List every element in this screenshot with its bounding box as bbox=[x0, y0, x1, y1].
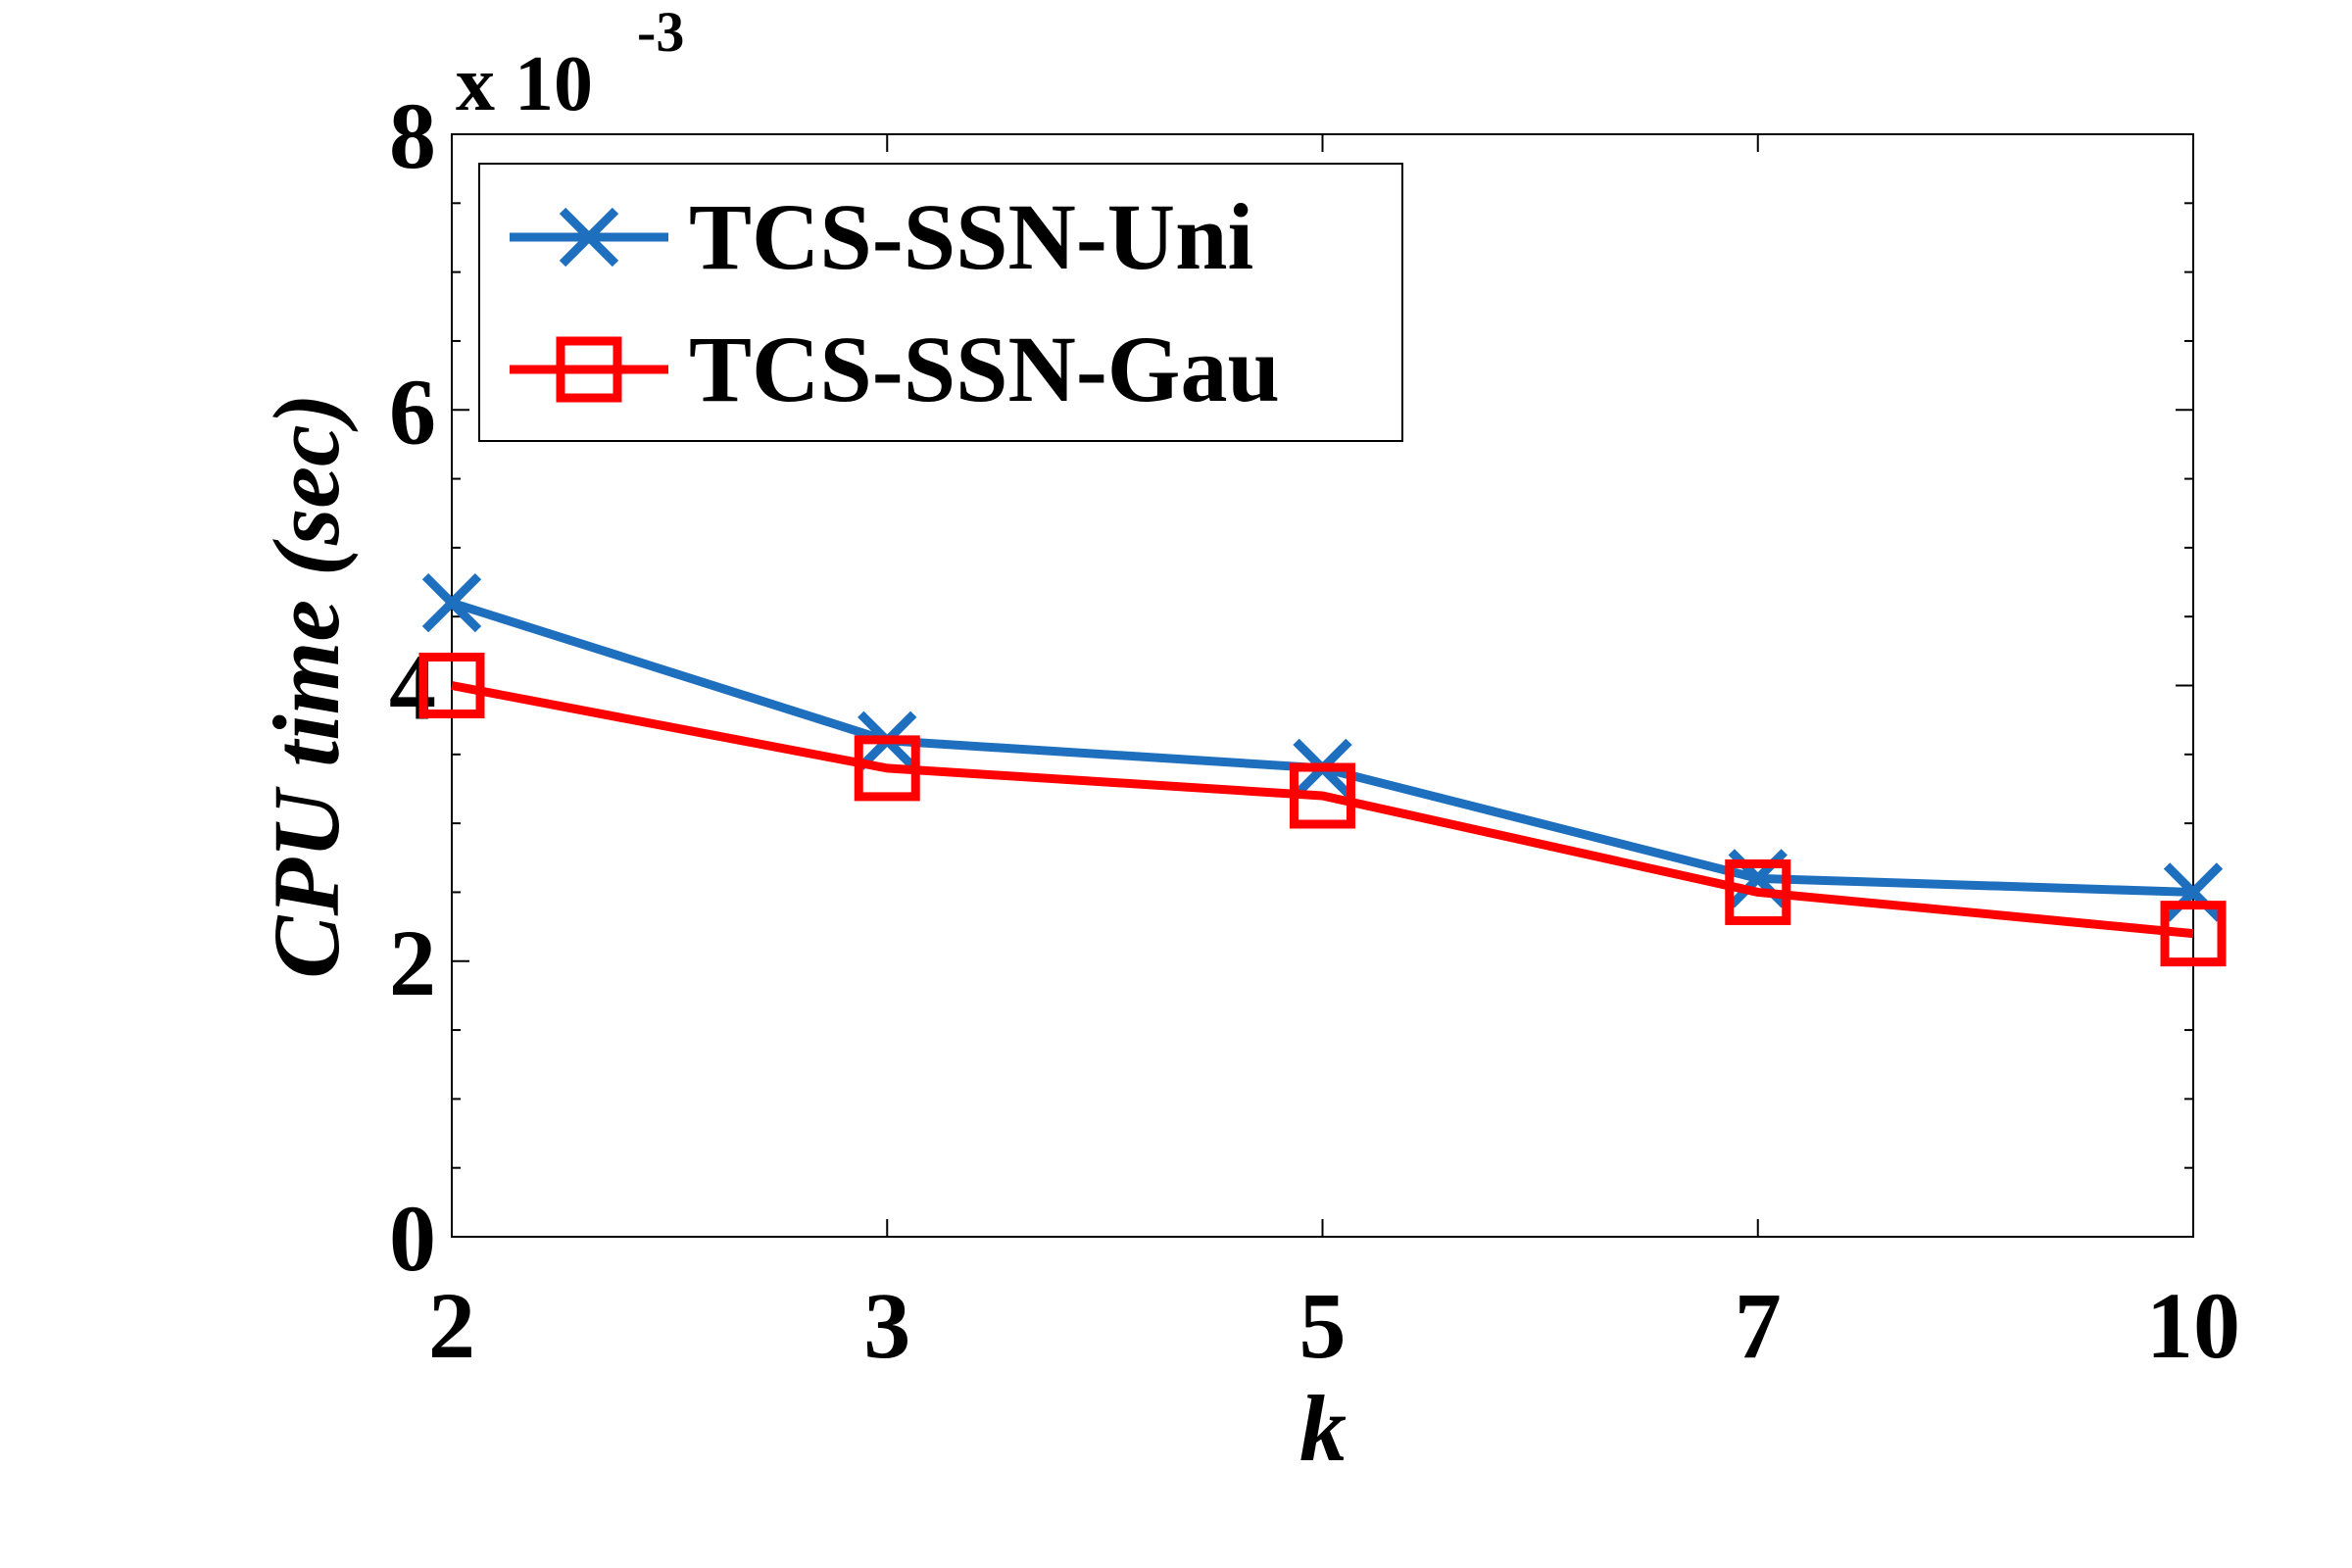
y-axis-label: CPU time (sec) bbox=[254, 393, 359, 978]
y-tick-label: 0 bbox=[389, 1186, 436, 1291]
marker-x-stroke bbox=[559, 207, 619, 268]
legend-marker bbox=[556, 336, 622, 403]
legend-label: TCS-SSN-Uni bbox=[689, 184, 1253, 289]
marker-x-stroke bbox=[421, 572, 482, 633]
y-tick-label: 2 bbox=[389, 910, 436, 1015]
data-point bbox=[2160, 901, 2227, 967]
data-point bbox=[418, 653, 485, 718]
legend-label: TCS-SSN-Gau bbox=[689, 317, 1280, 421]
data-point bbox=[421, 572, 482, 633]
y-tick-label: 8 bbox=[389, 83, 436, 188]
legend-entry: TCS-SSN-Uni bbox=[510, 184, 1253, 289]
x-tick-label: 2 bbox=[428, 1273, 475, 1378]
x-tick-label: 3 bbox=[863, 1273, 910, 1378]
data-point bbox=[1290, 762, 1355, 829]
y-multiplier-exponent: -3 bbox=[637, 0, 684, 64]
y-multiplier: x 10 bbox=[456, 41, 593, 127]
legend-marker bbox=[559, 207, 619, 268]
y-tick-label: 6 bbox=[389, 359, 436, 464]
y-tick-label: 4 bbox=[389, 635, 436, 740]
x-tick-label: 5 bbox=[1299, 1273, 1347, 1378]
series-layer bbox=[418, 572, 2227, 967]
marker-x-stroke bbox=[2163, 862, 2224, 922]
minor-ticks bbox=[452, 202, 2193, 1169]
x-axis-ticks: 2 3 5 7 10 bbox=[428, 134, 2240, 1378]
series-line bbox=[451, 681, 2194, 939]
y-axis-ticks: 0 2 4 6 8 bbox=[389, 83, 2193, 1291]
legend-box bbox=[478, 163, 1403, 442]
data-point bbox=[1725, 858, 1791, 925]
x-axis-label: k bbox=[1299, 1376, 1347, 1481]
data-point bbox=[854, 735, 920, 802]
x-tick-label: 10 bbox=[2146, 1273, 2240, 1378]
legend-entry: TCS-SSN-Gau bbox=[510, 317, 1280, 421]
data-point bbox=[2163, 862, 2224, 922]
x-tick-label: 7 bbox=[1735, 1273, 1782, 1378]
series-TCS-SSN-Gau bbox=[418, 653, 2227, 967]
legend: TCS-SSN-Uni TCS-SSN-Gau bbox=[478, 163, 1403, 442]
